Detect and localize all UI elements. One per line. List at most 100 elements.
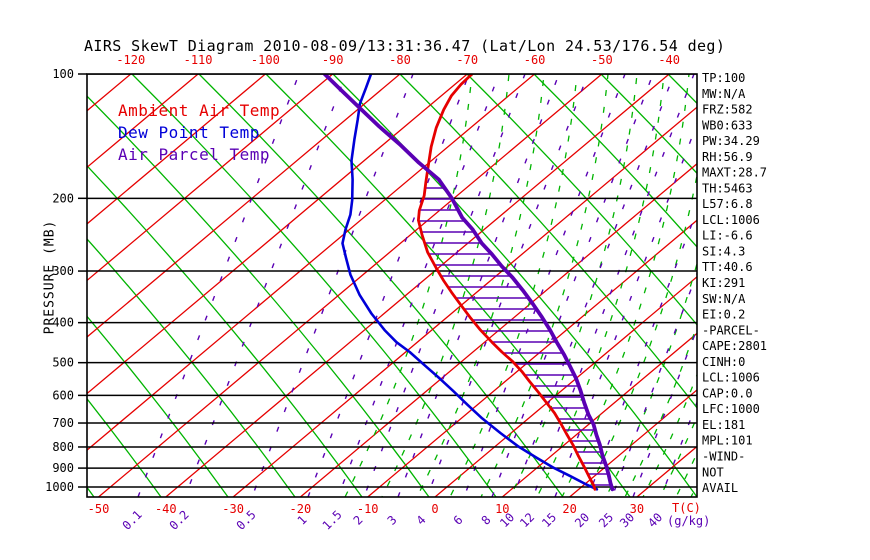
bottom-temp-label: -50 xyxy=(88,502,110,516)
mixing-ratio-line xyxy=(307,74,470,497)
bottom-temp-label: -40 xyxy=(155,502,177,516)
mixing-ratio-line xyxy=(426,74,589,497)
stat-line: RH:56.9 xyxy=(702,150,753,164)
moist-adiabat-line xyxy=(605,261,697,497)
dry-adiabat-line xyxy=(198,74,564,497)
dry-adiabat-line xyxy=(87,315,229,497)
mixing-ratio-label: 1.5 xyxy=(320,508,345,533)
pressure-tick-label: 900 xyxy=(52,461,74,475)
stat-line: MPL:101 xyxy=(702,434,753,448)
stat-line: CAPE:2801 xyxy=(702,339,767,353)
dry-adiabat-line xyxy=(399,74,697,409)
top-temp-label: -60 xyxy=(524,53,546,67)
stat-line: NOT xyxy=(702,465,724,479)
moist-adiabat-line xyxy=(509,74,638,497)
dry-adiabat-line xyxy=(600,74,697,175)
dry-adiabat-line xyxy=(87,95,430,497)
stat-line: SI:4.3 xyxy=(702,244,745,258)
mixing-ratio-line xyxy=(491,74,654,497)
ambient-temp-curve xyxy=(416,74,597,491)
dewpoint-curve xyxy=(341,74,599,491)
mixing-ratio-line xyxy=(554,121,697,497)
legend-air-parcel-temp: Air Parcel Temp xyxy=(118,145,270,164)
isotherm-line xyxy=(367,219,697,497)
moist-adiabat-line xyxy=(381,74,510,497)
stat-line: MW:N/A xyxy=(702,87,746,101)
isotherm-line xyxy=(501,332,697,497)
isotherm-line xyxy=(434,275,697,497)
pressure-tick-label: 700 xyxy=(52,416,74,430)
bottom-temp-label: 10 xyxy=(495,502,509,516)
isotherm-line xyxy=(87,74,468,395)
stat-line: LCL:1006 xyxy=(702,213,760,227)
bottom-temp-label: 20 xyxy=(562,502,576,516)
dry-adiabat-line xyxy=(667,74,697,105)
mixing-ratio-label: 12 xyxy=(517,510,537,530)
stat-line: WB0:633 xyxy=(702,118,753,132)
stat-line: CINH:0 xyxy=(702,355,745,369)
chart-title: AIRS SkewT Diagram 2010-08-09/13:31:36.4… xyxy=(84,37,726,55)
mixing-ratio-label: 25 xyxy=(596,510,616,530)
top-temp-label: -100 xyxy=(251,53,280,67)
legend-ambient-air-temp: Ambient Air Temp xyxy=(118,101,281,120)
pressure-tick-label: 100 xyxy=(52,67,74,81)
pressure-tick-label: 500 xyxy=(52,356,74,370)
bottom-temp-label: -20 xyxy=(290,502,312,516)
stat-line: KI:291 xyxy=(702,276,745,290)
dry-adiabat-line xyxy=(533,74,697,248)
top-temp-label: -120 xyxy=(116,53,145,67)
plot-area xyxy=(87,74,697,497)
stat-line: LFC:1000 xyxy=(702,402,760,416)
stat-line: LCL:1006 xyxy=(702,371,760,385)
stat-line: -PARCEL- xyxy=(702,323,760,337)
bottom-temp-label: 30 xyxy=(630,502,644,516)
pressure-axis-label: PRESSURE (MB) xyxy=(42,219,58,335)
stat-line: EI:0.2 xyxy=(702,308,745,322)
pressure-tick-label: 800 xyxy=(52,440,74,454)
mixing-ratio-label: 0.1 xyxy=(120,508,145,533)
mixing-ratio-label: 40 xyxy=(645,510,665,530)
dry-adiabat-line xyxy=(466,74,697,326)
top-temp-label: -90 xyxy=(322,53,344,67)
mixing-ratio-label: 4 xyxy=(414,513,429,528)
isotherm-line xyxy=(232,106,697,497)
isotherm-line xyxy=(87,74,334,282)
mixing-ratio-unit-label: (g/kg) xyxy=(667,514,711,528)
moist-adiabat-line xyxy=(561,74,690,497)
stat-line: PW:34.29 xyxy=(702,134,760,148)
dry-adiabat-line xyxy=(332,74,697,497)
mixing-ratio-line xyxy=(532,74,695,497)
stat-line: TT:40.6 xyxy=(702,260,753,274)
isotherm-line xyxy=(87,74,535,451)
stat-line: AVAIL xyxy=(702,481,738,495)
isotherm-line xyxy=(569,389,697,497)
dry-adiabat-line xyxy=(87,164,363,497)
pressure-tick-label: 400 xyxy=(52,316,74,330)
top-temp-label: -80 xyxy=(389,53,411,67)
mixing-ratio-label: 8 xyxy=(479,513,494,528)
isotherm-line xyxy=(87,74,132,112)
pressure-tick-label: 200 xyxy=(52,191,74,205)
pressure-tick-label: 1000 xyxy=(45,480,74,494)
isotherm-line xyxy=(87,74,401,338)
stat-line: EL:181 xyxy=(702,418,745,432)
moist-adiabat-line xyxy=(449,74,578,497)
isotherm-line xyxy=(165,74,670,497)
stat-line: CAP:0.0 xyxy=(702,386,753,400)
top-temp-label: -110 xyxy=(184,53,213,67)
mixing-ratio-line xyxy=(587,208,697,497)
moist-adiabat-line xyxy=(584,171,697,497)
mixing-ratio-line xyxy=(463,74,626,497)
dry-adiabat-line xyxy=(87,397,162,497)
moist-adiabat-line xyxy=(416,74,545,497)
isotherm-line xyxy=(87,74,199,169)
stat-line: L57:6.8 xyxy=(702,197,753,211)
isotherm-line xyxy=(98,74,603,497)
pressure-tick-label: 300 xyxy=(52,264,74,278)
bottom-temp-label: -30 xyxy=(222,502,244,516)
dry-adiabat-line xyxy=(131,74,497,497)
stat-line: TP:100 xyxy=(702,71,745,85)
